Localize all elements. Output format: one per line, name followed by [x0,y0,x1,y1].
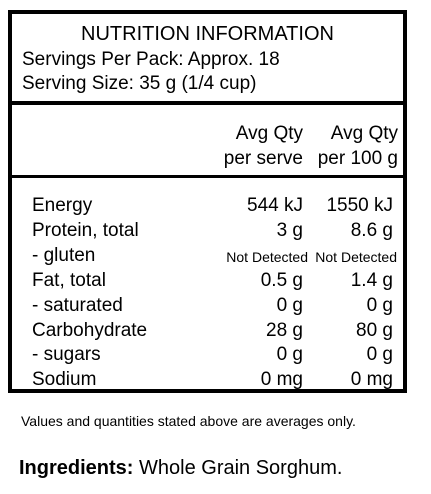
value-per-serve: 0 mg [260,369,303,390]
value-per-serve: 0 g [276,295,303,316]
nutrient-name: - saturated [32,295,123,316]
column-header-per-serve-line2: per serve [223,148,303,169]
nutrient-row-carbohydrate: Carbohydrate 28 g 80 g [12,320,403,344]
nutrient-row-protein: Protein, total 3 g 8.6 g [12,220,403,244]
nutrient-row-sugars: - sugars 0 g 0 g [12,344,403,368]
nutrient-row-energy: Energy 544 kJ 1550 kJ [12,195,403,219]
value-per-serve: 3 g [276,220,303,241]
value-per-100g: 0 g [366,344,393,365]
column-header-per-100g-line1: Avg Qty [330,123,398,144]
servings-per-pack: Servings Per Pack: Approx. 18 [22,49,280,70]
ingredients-line: Ingredients: Whole Grain Sorghum. [19,458,342,478]
value-per-100g: 8.6 g [350,220,393,241]
nutrient-name: Energy [32,195,93,216]
nutrient-name: Fat, total [32,270,106,291]
value-per-serve: 28 g [266,320,303,341]
value-per-serve: Not Detected [226,249,308,265]
nutrient-name: Carbohydrate [32,320,148,341]
nutrient-name: Protein, total [32,220,139,241]
nutrient-name: - sugars [32,344,101,365]
divider-middle [12,175,403,178]
divider-top [12,101,403,105]
nutrient-row-saturated: - saturated 0 g 0 g [12,295,403,319]
ingredients-text: Whole Grain Sorghum. [133,457,343,479]
value-per-serve: 0.5 g [260,270,303,291]
nutrient-row-gluten: - gluten Not Detected Not Detected [12,245,403,269]
value-per-100g: 80 g [356,320,393,341]
nutrient-row-sodium: Sodium 0 mg 0 mg [12,369,403,393]
value-per-serve: 0 g [276,344,303,365]
value-per-100g: 1.4 g [350,270,393,291]
value-per-serve: 544 kJ [247,195,303,216]
ingredients-label: Ingredients: [19,457,134,479]
value-per-100g: 1550 kJ [326,195,393,216]
value-per-100g: Not Detected [315,249,397,265]
value-per-100g: 0 mg [350,369,393,390]
nutrient-name: Sodium [32,369,97,390]
nutrient-row-fat: Fat, total 0.5 g 1.4 g [12,270,403,294]
nutrition-panel: NUTRITION INFORMATION Servings Per Pack:… [8,10,407,393]
serving-size: Serving Size: 35 g (1/4 cup) [22,73,257,94]
column-header-per-100g-line2: per 100 g [317,148,398,169]
value-per-100g: 0 g [366,295,393,316]
column-header-per-serve-line1: Avg Qty [235,123,303,144]
averages-footnote: Values and quantities stated above are a… [21,413,356,429]
nutrient-name: - gluten [32,245,96,266]
panel-title: NUTRITION INFORMATION [81,23,334,45]
